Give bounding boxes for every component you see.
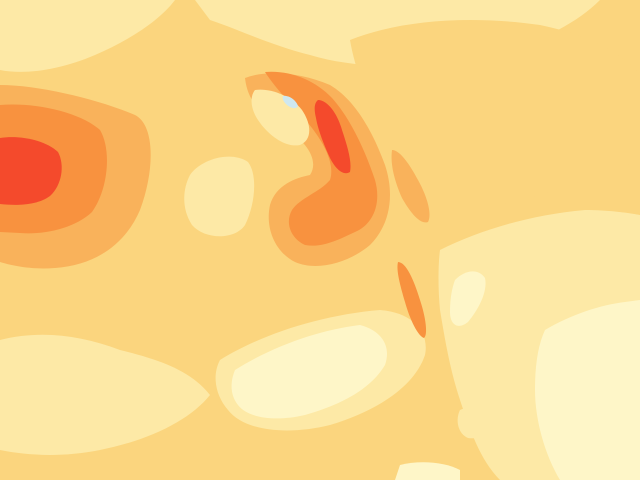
contour-pale-top-left [0,0,175,72]
contour-pale-south-west [0,334,210,455]
contour-ridge-red [314,100,351,174]
contour-island-coast-2 [395,462,460,480]
contour-palest-south [231,325,388,419]
contour-hotspot-west-red [0,137,62,205]
contour-island-coast-1 [457,408,491,439]
contour-ridge-east-b [397,262,427,338]
contour-ridge-east-a [391,150,430,223]
contour-pale-island [184,156,255,237]
lake-water-accent [282,95,298,109]
contour-ridge-orange [265,71,378,246]
contour-palest-coast [450,271,486,326]
contour-light-north-east [350,20,640,211]
contour-palest-east [535,300,640,480]
